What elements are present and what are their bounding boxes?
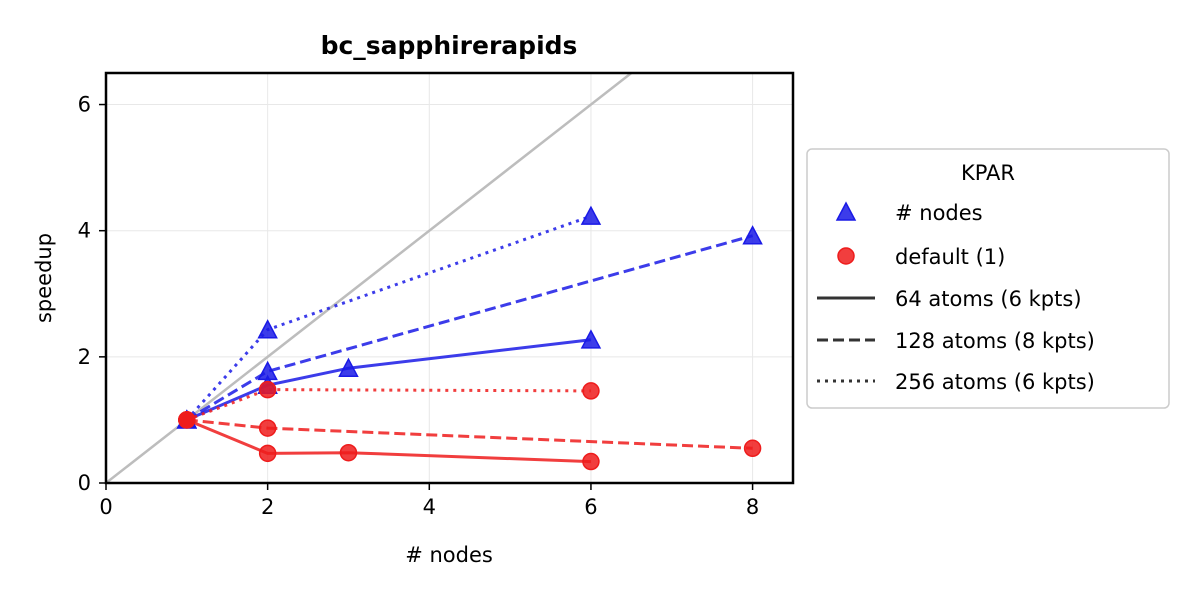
legend-entry-default: default (1) — [895, 245, 1005, 269]
data-point-triangle — [742, 225, 763, 245]
series-line-nodes-dotted — [185, 214, 592, 421]
y-tick-label: 0 — [78, 471, 91, 495]
legend-entry-64-atoms: 64 atoms (6 kpts) — [895, 287, 1082, 311]
legend-triangle-marker — [835, 201, 857, 221]
legend-circle-marker — [837, 247, 855, 265]
y-tick-label: 2 — [78, 345, 91, 369]
x-tick-label: 8 — [746, 495, 759, 519]
data-point-circle — [258, 380, 277, 399]
data-point-triangle — [257, 360, 278, 381]
data-point-triangle — [580, 205, 602, 225]
x-axis-label: # nodes — [405, 543, 493, 567]
legend-title: KPAR — [961, 161, 1015, 185]
x-tick-label: 0 — [99, 495, 112, 519]
series-line-default-solid — [186, 418, 591, 464]
data-point-triangle — [257, 319, 278, 339]
series-layer — [176, 205, 763, 471]
legend-entry-256-atoms: 256 atoms (6 kpts) — [895, 370, 1095, 394]
data-point-triangle — [338, 357, 359, 377]
data-point-circle — [178, 411, 196, 429]
x-tick-label: 2 — [261, 495, 274, 519]
y-tick-label: 4 — [78, 219, 91, 243]
legend-entry-128-atoms: 128 atoms (8 kpts) — [895, 329, 1095, 353]
data-point-triangle — [580, 329, 602, 349]
y-tick-label: 6 — [78, 93, 91, 117]
data-point-circle — [582, 382, 600, 400]
chart-title: bc_sapphirerapids — [321, 31, 578, 60]
tick-layer: 0 2 4 6 8 0 2 4 6 — [78, 93, 760, 519]
data-point-circle — [258, 444, 277, 463]
legend-box — [806, 148, 1170, 409]
series-line-nodes-solid — [186, 338, 592, 422]
legend: KPAR # nodes default (1) 64 atoms (6 kpt… — [806, 148, 1170, 409]
data-point-circle — [743, 439, 762, 458]
data-point-circle — [258, 419, 277, 437]
data-point-circle — [339, 443, 358, 462]
x-tick-label: 4 — [423, 495, 436, 519]
data-point-circle — [582, 452, 600, 471]
y-axis-label: speedup — [32, 233, 56, 323]
legend-entry-nodes: # nodes — [895, 201, 983, 225]
x-tick-label: 6 — [584, 495, 597, 519]
plot-frame — [104, 71, 795, 485]
